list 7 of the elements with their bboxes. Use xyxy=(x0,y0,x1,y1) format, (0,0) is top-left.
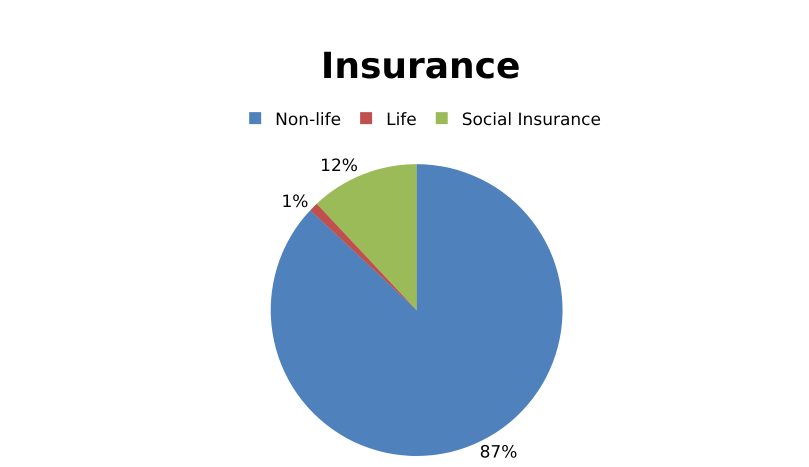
data-label: 12% xyxy=(320,156,358,176)
legend-label: Life xyxy=(386,110,417,130)
data-label: 87% xyxy=(480,442,518,462)
legend-label: Social Insurance xyxy=(462,110,601,130)
chart-title: Insurance xyxy=(320,46,520,87)
legend-label: Non-life xyxy=(275,110,342,130)
data-label: 1% xyxy=(281,192,308,212)
